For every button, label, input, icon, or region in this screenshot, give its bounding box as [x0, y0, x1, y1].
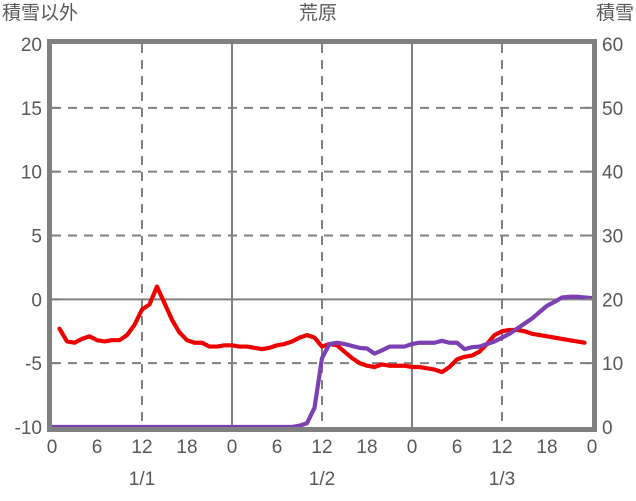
- x-axis-tick-label: 6: [272, 437, 283, 458]
- x-axis-tick-label: 6: [452, 437, 463, 458]
- series-line-1: [57, 284, 587, 375]
- right-axis-tick-label: 0: [602, 418, 613, 439]
- x-axis-tick-label: 6: [92, 437, 103, 458]
- right-axis-tick-label: 40: [602, 163, 623, 184]
- right-axis-tick-label: 10: [602, 354, 623, 375]
- left-axis-tick-label: 5: [31, 227, 42, 248]
- day-label: 1/2: [309, 469, 335, 490]
- left-axis-tick-label: 20: [21, 35, 42, 56]
- plot-frame: [47, 39, 597, 432]
- x-axis-tick-label: 0: [407, 437, 418, 458]
- right-axis-tick-label: 20: [602, 290, 623, 311]
- right-axis-tick-label: 30: [602, 227, 623, 248]
- left-axis-tick-label: 15: [21, 99, 42, 120]
- axis-ticks: [52, 106, 592, 365]
- right-axis-labels: 0 10 20 30 40 50 60: [602, 35, 623, 439]
- x-axis-tick-label: 18: [176, 437, 197, 458]
- x-axis-tick-label: 18: [356, 437, 377, 458]
- right-axis-title: 積雪: [595, 3, 634, 24]
- day-labels: 1/1 1/2 1/3: [129, 469, 515, 490]
- x-axis-labels: 0 6 12 18 0 6 12 18 0 6 12 18 0: [47, 437, 598, 458]
- x-axis-tick-label: 0: [587, 437, 598, 458]
- x-axis-tick-label: 12: [491, 437, 512, 458]
- left-axis-tick-label: 0: [31, 290, 42, 311]
- left-axis-tick-label: -5: [25, 354, 42, 375]
- chart-title: 荒原: [298, 3, 337, 24]
- day-label: 1/3: [489, 469, 515, 490]
- frame-rect: [47, 39, 597, 432]
- grid-layer: [52, 44, 592, 427]
- x-axis-tick-label: 0: [227, 437, 238, 458]
- left-axis-tick-label: -10: [15, 418, 42, 439]
- left-axis-tick-label: 10: [21, 163, 42, 184]
- x-axis-tick-label: 18: [536, 437, 557, 458]
- day-label: 1/1: [129, 469, 155, 490]
- x-axis-tick-label: 12: [131, 437, 152, 458]
- left-axis-labels: -10 -5 0 5 10 15 20: [15, 35, 42, 439]
- x-axis-tick-label: 12: [311, 437, 332, 458]
- x-axis-tick-label: 0: [47, 437, 58, 458]
- right-axis-tick-label: 60: [602, 35, 623, 56]
- left-axis-title: 積雪以外: [2, 3, 79, 24]
- right-axis-tick-label: 50: [602, 99, 623, 120]
